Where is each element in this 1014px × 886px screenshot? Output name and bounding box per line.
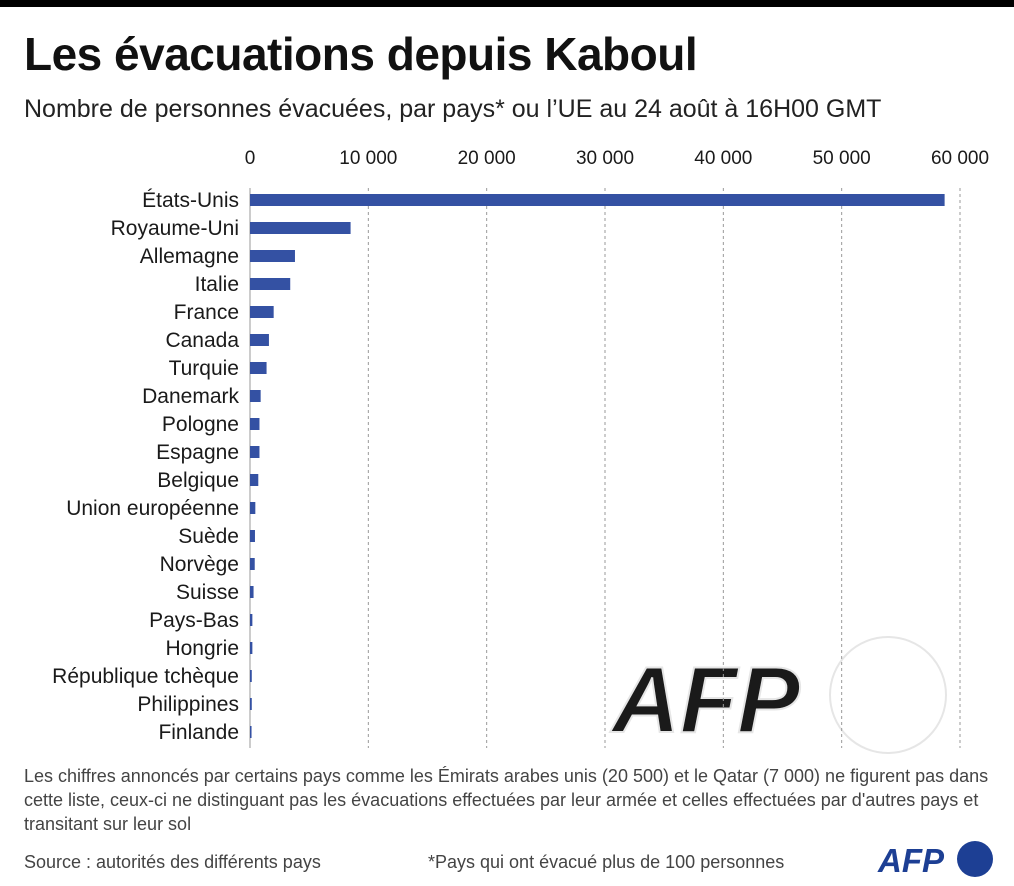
x-tick-label: 30 000 <box>576 148 634 169</box>
bar <box>250 530 255 542</box>
category-label: Italie <box>195 273 239 296</box>
category-label: Turquie <box>169 357 239 380</box>
afp-logo: AFP <box>877 841 993 879</box>
bar <box>250 222 351 234</box>
category-label: Suisse <box>176 581 239 604</box>
bar <box>250 194 945 206</box>
bar <box>250 474 259 486</box>
source-note: Source : autorités des différents pays <box>24 852 321 872</box>
methodology-note: Les chiffres annoncés par certains pays … <box>24 766 989 834</box>
bar <box>250 418 260 430</box>
bar <box>250 586 254 598</box>
afp-logo-text: AFP <box>877 842 945 879</box>
bar <box>250 446 260 458</box>
bar <box>250 670 252 682</box>
category-label: Suède <box>178 525 239 548</box>
afp-watermark: AFP <box>610 647 800 752</box>
category-label: Finlande <box>158 721 239 744</box>
category-label: Union européenne <box>66 497 239 520</box>
category-label: Danemark <box>142 385 239 408</box>
category-label: Belgique <box>157 469 239 492</box>
x-tick-label: 60 000 <box>931 148 989 169</box>
category-label: Royaume-Uni <box>111 217 239 240</box>
bar <box>250 334 269 346</box>
category-label: République tchèque <box>52 665 239 688</box>
category-label: Hongrie <box>165 637 239 660</box>
bar <box>250 362 267 374</box>
bar <box>250 306 274 318</box>
bar <box>250 614 253 626</box>
top-rule <box>0 0 1014 7</box>
chart-title: Les évacuations depuis Kaboul <box>24 28 698 80</box>
bar <box>250 726 252 738</box>
category-label: Canada <box>165 329 239 352</box>
afp-logo-circle <box>957 841 993 877</box>
category-label: France <box>174 301 239 324</box>
bar-chart: AFP 0 10 000 20 000 30 000 40 000 50 000 60 000… <box>52 148 989 754</box>
x-tick-label: 50 000 <box>813 148 871 169</box>
bar <box>250 250 295 262</box>
bar <box>250 278 291 290</box>
category-label: Pologne <box>162 413 239 436</box>
bar <box>250 502 256 514</box>
category-label: Norvège <box>160 553 239 576</box>
category-label: États-Unis <box>142 189 239 212</box>
x-tick-label: 40 000 <box>694 148 752 169</box>
bar <box>250 642 253 654</box>
category-label: Pays-Bas <box>149 609 239 632</box>
bar <box>250 698 252 710</box>
category-label: Philippines <box>137 693 239 716</box>
category-label: Allemagne <box>140 245 239 268</box>
chart-subtitle: Nombre de personnes évacuées, par pays* … <box>24 95 882 123</box>
bar <box>250 558 255 570</box>
category-label: Espagne <box>156 441 239 464</box>
footnote: *Pays qui ont évacué plus de 100 personn… <box>428 852 785 872</box>
x-tick-label: 0 <box>245 148 256 169</box>
x-tick-label: 20 000 <box>458 148 516 169</box>
afp-watermark-circle <box>829 636 947 754</box>
bar <box>250 390 261 402</box>
x-tick-label: 10 000 <box>339 148 397 169</box>
